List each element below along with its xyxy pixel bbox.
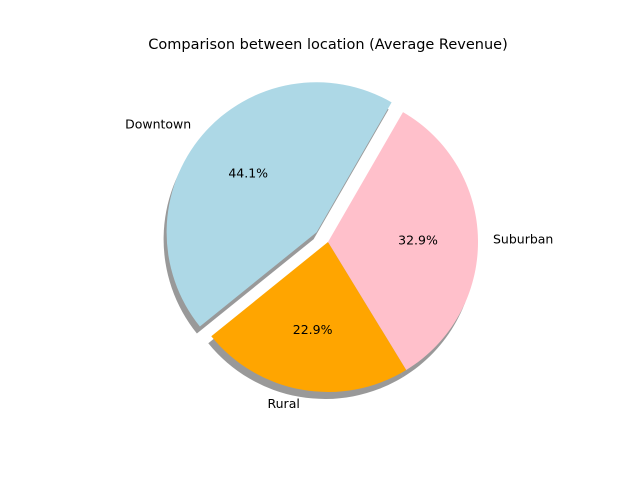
slice-label-suburban: Suburban	[493, 231, 553, 246]
slice-percent-suburban: 32.9%	[398, 232, 438, 247]
slice-percent-downtown: 44.1%	[228, 165, 268, 180]
label-layer: Downtown 44.1% Rural 22.9% Suburban 32.9%	[125, 117, 553, 412]
slice-percent-rural: 22.9%	[293, 322, 333, 337]
pie-slice-downtown	[166, 82, 392, 327]
slice-layer	[166, 82, 479, 392]
chart-title: Comparison between location (Average Rev…	[148, 37, 508, 53]
pie-slice-rural	[211, 242, 407, 392]
slice-label-downtown: Downtown	[125, 117, 191, 132]
slice-label-rural: Rural	[268, 396, 300, 411]
pie-slice-suburban	[328, 112, 479, 370]
